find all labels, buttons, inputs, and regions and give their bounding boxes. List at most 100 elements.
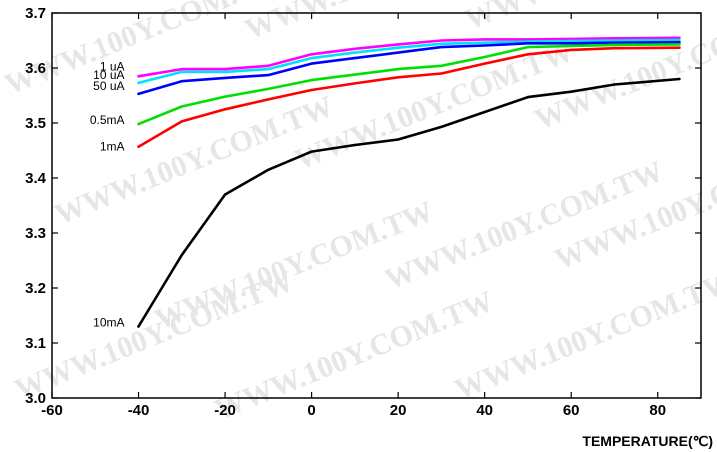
y-tick-label: 3.7 xyxy=(25,5,46,22)
plot-area xyxy=(51,12,702,399)
series-lines xyxy=(137,36,681,328)
x-tick-label: 40 xyxy=(476,402,493,419)
data-point xyxy=(678,36,681,39)
data-point xyxy=(678,38,681,42)
x-tick-label: 80 xyxy=(649,402,666,419)
data-point xyxy=(440,45,443,49)
data-point xyxy=(180,120,183,123)
data-point xyxy=(310,88,313,92)
data-point xyxy=(353,51,357,54)
data-point xyxy=(180,105,183,108)
data-point xyxy=(613,43,616,47)
data-point xyxy=(396,46,400,49)
data-point xyxy=(570,42,573,45)
data-point xyxy=(267,98,270,101)
data-point xyxy=(526,38,530,41)
data-point xyxy=(570,90,573,93)
series-label: 0.5mA xyxy=(90,113,125,127)
data-point xyxy=(310,62,313,65)
y-axis: 3.0 3.1 3.2 3.3 3.4 3.5 3.6 3.7 xyxy=(25,5,701,407)
data-point xyxy=(483,38,486,41)
data-point xyxy=(483,110,486,114)
data-point xyxy=(613,41,616,44)
data-point xyxy=(483,44,486,47)
data-point xyxy=(678,40,681,44)
data-point xyxy=(526,53,530,56)
data-point xyxy=(440,72,443,75)
data-point xyxy=(310,78,313,82)
y-tick-label: 3.4 xyxy=(25,170,47,187)
data-point xyxy=(613,39,616,42)
data-point xyxy=(440,42,443,45)
data-point xyxy=(267,67,270,71)
data-point xyxy=(137,75,140,78)
y-tick-label: 3.0 xyxy=(25,390,46,407)
data-point xyxy=(526,45,530,49)
data-point xyxy=(483,41,486,44)
data-point xyxy=(137,325,140,328)
series-label: 50 uA xyxy=(93,79,124,93)
data-point xyxy=(396,43,400,46)
data-point xyxy=(180,80,183,83)
x-tick-label: 0 xyxy=(307,402,315,419)
data-point xyxy=(137,81,140,85)
data-point xyxy=(678,77,681,81)
data-point xyxy=(483,55,486,59)
data-point xyxy=(526,95,530,99)
data-point xyxy=(223,67,227,71)
x-axis-label: TEMPERATURE(℃) xyxy=(582,433,713,449)
series-label: 1mA xyxy=(100,140,125,154)
data-point xyxy=(267,73,270,77)
data-point xyxy=(613,47,616,50)
data-point xyxy=(440,39,443,42)
data-point xyxy=(613,37,616,40)
data-point xyxy=(353,82,357,85)
watermark-text: WWW.100Y.COM.TW xyxy=(460,0,717,36)
data-point xyxy=(180,70,183,74)
x-axis: -60 -40 -20 0 20 40 60 80 xyxy=(41,13,666,419)
watermark-text: WWW.100Y.COM.TW xyxy=(50,90,338,232)
data-point xyxy=(223,108,227,111)
data-point xyxy=(570,37,573,41)
series-label: 10mA xyxy=(93,316,124,330)
data-point xyxy=(613,83,616,86)
data-point xyxy=(570,44,573,48)
data-point xyxy=(570,39,573,43)
series-label: 10 uA xyxy=(93,68,124,82)
data-point xyxy=(223,95,227,98)
data-point xyxy=(678,43,681,46)
data-point xyxy=(570,48,573,52)
data-point xyxy=(440,64,443,68)
data-point xyxy=(267,168,270,171)
x-tick-label: -40 xyxy=(128,402,150,419)
y-tick-label: 3.1 xyxy=(25,335,46,352)
data-point xyxy=(223,193,227,196)
x-tick-label: -20 xyxy=(214,402,236,419)
data-point xyxy=(353,143,357,147)
data-point xyxy=(396,138,400,141)
data-point xyxy=(353,47,357,50)
series-label: 1 uA xyxy=(100,59,125,73)
data-point xyxy=(137,145,140,148)
data-point xyxy=(310,150,313,153)
data-point xyxy=(353,56,357,60)
data-point xyxy=(223,70,227,74)
y-tick-label: 3.5 xyxy=(25,115,46,132)
data-point xyxy=(396,51,400,54)
data-point xyxy=(678,46,681,49)
data-point xyxy=(267,87,270,91)
x-tick-label: 60 xyxy=(563,402,580,419)
data-point xyxy=(483,62,486,65)
x-tick-label: -60 xyxy=(41,402,63,419)
data-point xyxy=(223,76,227,80)
data-point xyxy=(310,53,313,56)
y-tick-label: 3.2 xyxy=(25,280,46,297)
data-point xyxy=(137,92,140,96)
data-point xyxy=(396,67,400,71)
watermark-text: WWW.100Y.COM.TW xyxy=(450,265,717,407)
data-point xyxy=(137,122,140,126)
x-tick-label: 20 xyxy=(390,402,407,419)
data-point xyxy=(267,64,270,68)
